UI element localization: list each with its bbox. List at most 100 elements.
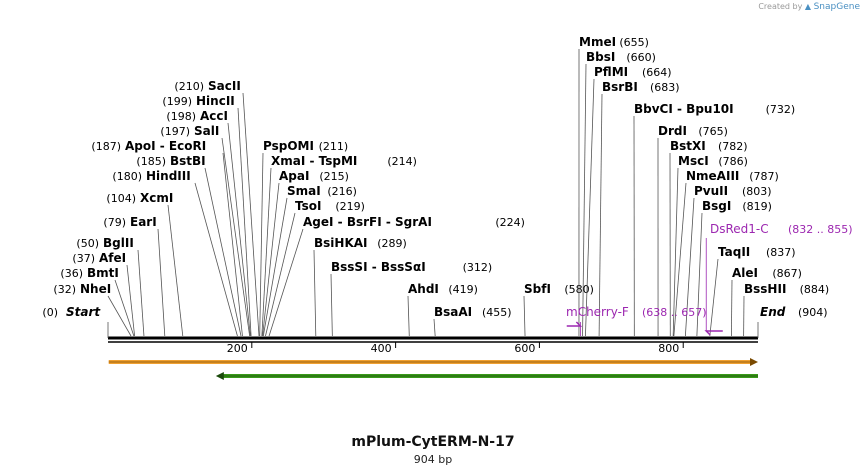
site-label: BmtI bbox=[87, 266, 119, 280]
site-leader-line bbox=[730, 279, 733, 337]
site-leader-line bbox=[259, 152, 264, 337]
site-leader-line bbox=[137, 249, 145, 337]
snapgene-logo-icon: ▲ bbox=[804, 2, 812, 11]
site-label: BssSI - BssSαI bbox=[331, 260, 426, 274]
site-position: (50) bbox=[76, 237, 99, 250]
site-position: (867) bbox=[772, 267, 802, 280]
site-leader-line bbox=[672, 167, 679, 337]
site-label: XmaI - TspMI bbox=[271, 154, 357, 168]
site-label: BssHII bbox=[744, 282, 786, 296]
site-leader-line bbox=[227, 122, 251, 337]
site-position: (455) bbox=[482, 306, 512, 319]
site-leader-line bbox=[582, 63, 587, 337]
site-label: HindIII bbox=[146, 169, 191, 183]
site-position: (215) bbox=[319, 170, 349, 183]
site-label: TaqII bbox=[718, 245, 750, 259]
site-leader-line bbox=[194, 182, 238, 337]
site-position: (837) bbox=[766, 246, 796, 259]
primer-label: mCherry-F bbox=[566, 305, 629, 319]
ruler-tick-label: 800 bbox=[658, 342, 679, 355]
site-leader-line bbox=[221, 137, 251, 337]
site-leader-line bbox=[262, 182, 280, 337]
site-position: (198) bbox=[166, 110, 196, 123]
site-position: (37) bbox=[72, 252, 95, 265]
site-label: BsrBI bbox=[602, 80, 638, 94]
primer-arrow bbox=[566, 321, 583, 327]
site-label: MscI bbox=[678, 154, 709, 168]
orange-feature-arrowhead bbox=[750, 358, 758, 366]
site-leader-line bbox=[598, 93, 603, 337]
site-label: EarI bbox=[130, 215, 157, 229]
site-leader-line bbox=[107, 295, 132, 337]
site-position: (216) bbox=[327, 185, 357, 198]
site-label: DrdI bbox=[658, 124, 687, 138]
site-label: XcmI bbox=[140, 191, 173, 205]
site-position: (36) bbox=[60, 267, 83, 280]
site-position: (683) bbox=[650, 81, 680, 94]
site-leader-line bbox=[237, 107, 252, 337]
site-leader-line bbox=[265, 212, 296, 337]
site-label: AhdI bbox=[408, 282, 439, 296]
site-position: (655) bbox=[619, 36, 649, 49]
site-label: SalI bbox=[194, 124, 219, 138]
site-position: (224) bbox=[495, 216, 525, 229]
site-leader-line bbox=[114, 279, 135, 337]
site-label: BbsI bbox=[586, 50, 615, 64]
primer-range: (638 .. 657) bbox=[642, 306, 707, 319]
site-position: (803) bbox=[742, 185, 772, 198]
site-leader-line bbox=[262, 197, 288, 337]
site-position: (782) bbox=[718, 140, 748, 153]
site-label: MmeI bbox=[579, 35, 616, 49]
end-label: End bbox=[760, 305, 786, 319]
site-position: (197) bbox=[160, 125, 190, 138]
site-label: PvuII bbox=[694, 184, 728, 198]
site-leader-line bbox=[407, 295, 410, 337]
site-label: PflMI bbox=[594, 65, 628, 79]
site-leader-line bbox=[126, 264, 136, 337]
site-position: (884) bbox=[800, 283, 830, 296]
site-leader-line bbox=[204, 167, 242, 337]
site-label: SbfI bbox=[524, 282, 551, 296]
site-label: BbvCI - Bpu10I bbox=[634, 102, 734, 116]
site-position: (660) bbox=[626, 51, 656, 64]
site-position: (219) bbox=[335, 200, 365, 213]
plasmid-length: 904 bp bbox=[413, 453, 453, 466]
site-label: BstXI bbox=[670, 139, 706, 153]
site-leader-line bbox=[433, 318, 436, 337]
site-position: (211) bbox=[319, 140, 349, 153]
ruler-tick-label: 400 bbox=[371, 342, 392, 355]
snapgene-credit: Created by ▲ SnapGene bbox=[758, 2, 860, 12]
site-label: SacII bbox=[208, 79, 241, 93]
site-leader-line bbox=[673, 182, 687, 337]
site-label: SmaI bbox=[287, 184, 321, 198]
ruler-tick-label: 200 bbox=[227, 342, 248, 355]
site-position: (214) bbox=[387, 155, 417, 168]
site-label: BsaAI bbox=[434, 305, 472, 319]
site-position: (419) bbox=[448, 283, 478, 296]
site-position: (312) bbox=[463, 261, 493, 274]
site-leader-line bbox=[684, 197, 695, 337]
site-leader-line bbox=[330, 273, 333, 337]
site-position: (79) bbox=[103, 216, 126, 229]
site-label: BsgI bbox=[702, 199, 731, 213]
site-leader-line bbox=[157, 228, 166, 337]
primer-arrow bbox=[704, 330, 723, 336]
site-position: (786) bbox=[718, 155, 748, 168]
site-leader-line bbox=[268, 228, 304, 337]
site-label: ApaI bbox=[279, 169, 309, 183]
site-label: PspOMI bbox=[263, 139, 314, 153]
site-position: (787) bbox=[749, 170, 779, 183]
site-leader-line bbox=[585, 78, 595, 337]
site-position: (765) bbox=[698, 125, 728, 138]
site-position: (187) bbox=[91, 140, 121, 153]
site-label: AgeI - BsrFI - SgrAI bbox=[303, 215, 432, 229]
site-leader-line bbox=[313, 249, 317, 337]
site-position: (819) bbox=[742, 200, 772, 213]
site-position: (180) bbox=[112, 170, 142, 183]
site-leader-line bbox=[696, 212, 703, 337]
site-label: AccI bbox=[200, 109, 228, 123]
site-label: BsiHKAI bbox=[314, 236, 368, 250]
primer-label: DsRed1-C bbox=[710, 222, 769, 236]
start-label: Start bbox=[66, 305, 101, 319]
start-position: (0) bbox=[42, 306, 58, 319]
